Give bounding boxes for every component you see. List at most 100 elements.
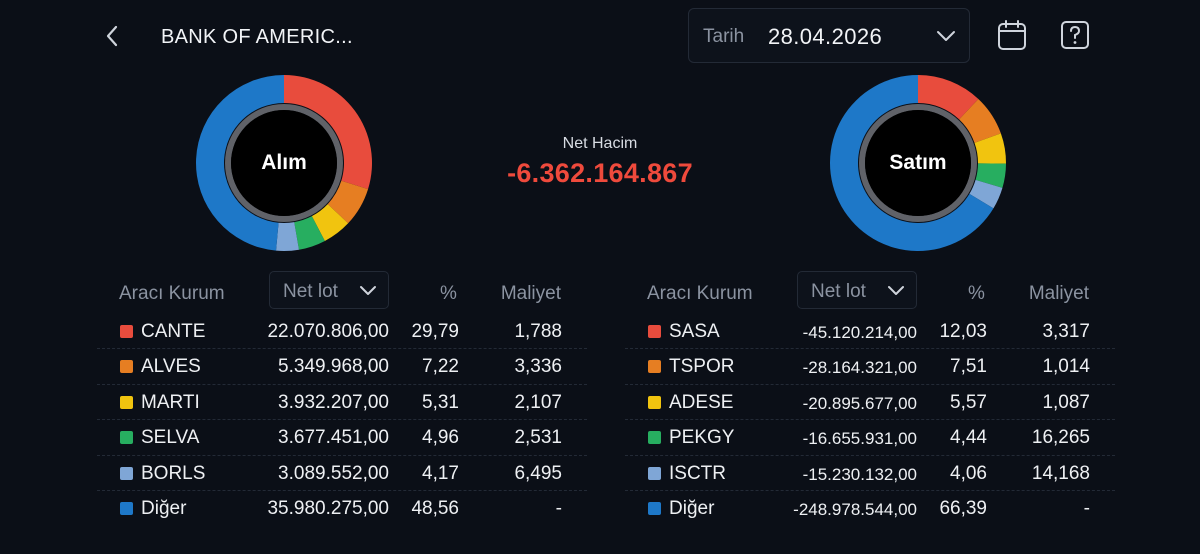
broker-name: SELVA <box>141 427 200 449</box>
table-row[interactable]: ALVES 5.349.968,00 7,22 3,336 <box>97 349 587 385</box>
column-header-cost: Maliyet <box>1028 283 1089 304</box>
satim-table: Aracı Kurum Net lot % Maliyet SASA -45.1… <box>625 270 1115 526</box>
broker-name: PEKGY <box>669 427 735 449</box>
table-row[interactable]: SELVA 3.677.451,00 4,96 2,531 <box>97 420 587 456</box>
broker-name: ADESE <box>669 391 734 413</box>
donut-slice <box>284 75 372 190</box>
donut-hole <box>865 110 971 216</box>
color-swatch <box>648 431 661 445</box>
cost: 16,265 <box>1031 427 1090 449</box>
table-row[interactable]: MARTI 3.932.207,00 5,31 2,107 <box>97 385 587 421</box>
satim-donut-svg <box>830 75 1006 251</box>
chevron-down-icon <box>888 286 904 295</box>
percent: 7,51 <box>950 356 987 378</box>
donut-slice <box>311 204 349 241</box>
table-row[interactable]: Diğer -248.978.544,00 66,39 - <box>625 491 1115 526</box>
color-swatch <box>120 466 133 480</box>
satim-sort-select[interactable]: Net lot <box>797 271 917 309</box>
percent: 4,17 <box>422 462 459 484</box>
donut-inner-ring <box>859 104 977 222</box>
donut-slice <box>830 75 994 251</box>
broker-name: TSPOR <box>669 356 735 378</box>
net-lot: 3.677.451,00 <box>278 427 389 449</box>
net-lot: -16.655.931,00 <box>802 429 917 449</box>
date-value: 28.04.2026 <box>768 24 883 49</box>
table-row[interactable]: BORLS 3.089.552,00 4,17 6,495 <box>97 456 587 491</box>
satim-chart-label: Satım <box>889 151 947 174</box>
donut-slice <box>975 163 1006 188</box>
net-lot: 3.932.207,00 <box>278 391 389 413</box>
net-lot: 3.089.552,00 <box>278 462 389 484</box>
alim-donut-svg <box>196 75 372 251</box>
broker-name: ALVES <box>141 356 201 378</box>
net-lot: -248.978.544,00 <box>793 499 917 519</box>
color-swatch <box>648 466 661 480</box>
alim-donut-chart: Alım <box>194 73 374 253</box>
percent: 4,96 <box>422 427 459 449</box>
table-row[interactable]: ISCTR -15.230.132,00 4,06 14,168 <box>625 456 1115 491</box>
donut-slice <box>327 180 369 224</box>
back-button[interactable] <box>100 22 126 50</box>
cost: - <box>1083 497 1090 519</box>
calendar-button[interactable] <box>997 19 1027 51</box>
percent: 7,22 <box>422 356 459 378</box>
table-row[interactable]: TSPOR -28.164.321,00 7,51 1,014 <box>625 349 1115 385</box>
percent: 29,79 <box>411 321 459 342</box>
cost: 3,336 <box>514 356 562 378</box>
net-volume-value: -6.362.164.867 <box>507 158 693 188</box>
net-lot: -45.120.214,00 <box>802 323 917 342</box>
column-header-kurum: Aracı Kurum <box>119 283 225 304</box>
color-swatch <box>648 395 661 409</box>
cost: 1,014 <box>1042 356 1090 378</box>
table-row[interactable]: PEKGY -16.655.931,00 4,44 16,265 <box>625 420 1115 456</box>
color-swatch <box>648 360 661 374</box>
broker-name: MARTI <box>141 391 200 413</box>
donut-inner-ring <box>225 104 343 222</box>
table-row[interactable]: Diğer 35.980.275,00 48,56 - <box>97 491 587 526</box>
percent: 48,56 <box>411 497 459 519</box>
broker-name: Diğer <box>141 497 187 519</box>
help-icon <box>1061 21 1089 49</box>
donut-slice <box>196 75 284 251</box>
cost: 2,531 <box>514 427 562 449</box>
color-swatch <box>120 360 133 374</box>
percent: 4,44 <box>950 427 987 449</box>
column-header-kurum: Aracı Kurum <box>647 283 753 304</box>
chevron-left-icon <box>106 25 118 47</box>
broker-name: SASA <box>669 321 720 342</box>
cost: 1,788 <box>514 321 562 342</box>
table-row[interactable]: SASA -45.120.214,00 12,03 3,317 <box>625 314 1115 350</box>
cost: 1,087 <box>1042 391 1090 413</box>
satim-donut-chart: Satım <box>828 73 1008 253</box>
chevron-down-icon <box>360 286 376 295</box>
donut-slice <box>918 75 979 120</box>
page-title: BANK OF AMERIC... <box>161 26 353 48</box>
percent: 66,39 <box>939 497 987 519</box>
donut-hole <box>231 110 337 216</box>
date-select[interactable]: Tarih 28.04.2026 <box>688 8 970 63</box>
help-button[interactable] <box>1060 19 1090 51</box>
color-swatch <box>120 395 133 409</box>
percent: 4,06 <box>950 462 987 484</box>
table-row[interactable]: CANTE 22.070.806,00 29,79 1,788 <box>97 314 587 350</box>
alim-sort-select[interactable]: Net lot <box>269 271 389 309</box>
donut-slice <box>974 133 1006 164</box>
color-swatch <box>648 325 661 338</box>
net-lot: -20.895.677,00 <box>802 393 917 413</box>
broker-name: ISCTR <box>669 462 726 484</box>
color-swatch <box>120 431 133 445</box>
column-header-percent: % <box>968 283 985 304</box>
color-swatch <box>120 325 133 338</box>
table-row[interactable]: ADESE -20.895.677,00 5,57 1,087 <box>625 385 1115 421</box>
color-swatch <box>120 501 133 515</box>
cost: 14,168 <box>1031 462 1090 484</box>
net-volume-label: Net Hacim <box>562 135 638 152</box>
date-label: Tarih <box>703 26 745 47</box>
chevron-down-icon <box>937 31 955 41</box>
donut-slice <box>294 216 325 250</box>
net-lot: 5.349.968,00 <box>278 356 389 378</box>
satim-table-header: Aracı Kurum Net lot % Maliyet <box>625 270 1115 314</box>
net-lot: -15.230.132,00 <box>802 464 917 484</box>
calendar-icon <box>998 20 1026 50</box>
color-swatch <box>648 501 661 515</box>
